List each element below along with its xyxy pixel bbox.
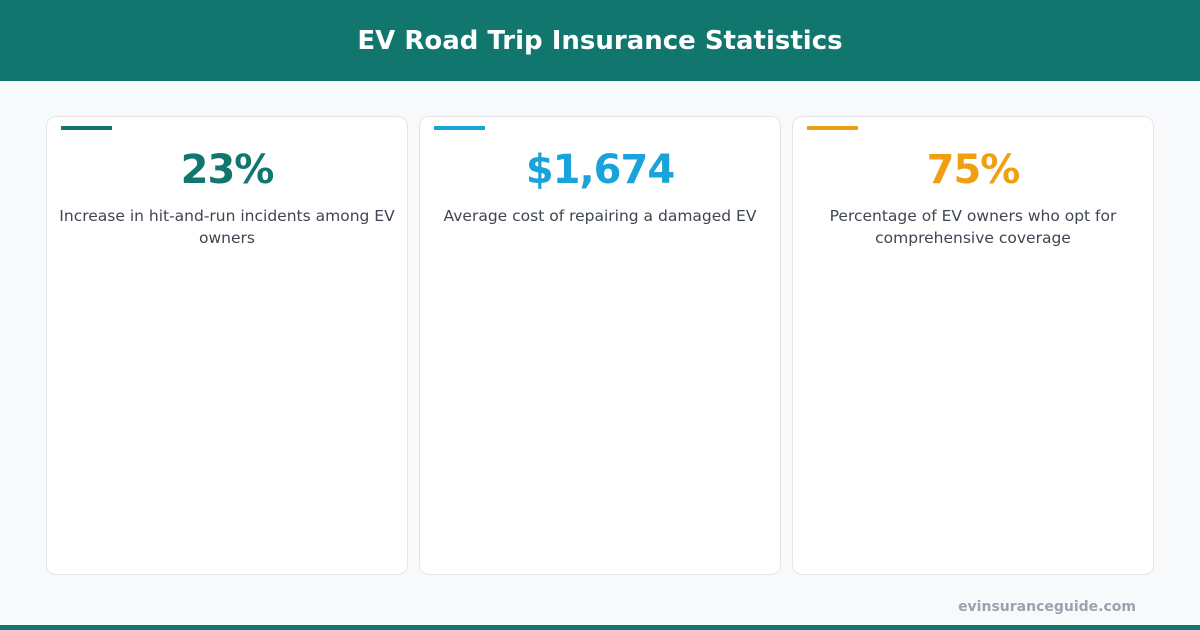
stat-value: 75% xyxy=(926,147,1021,193)
card-grid: 23% Increase in hit-and-run incidents amo… xyxy=(46,116,1154,575)
stat-card: $1,674 Average cost of repairing a damage… xyxy=(419,116,781,575)
site-url: evinsuranceguide.com xyxy=(958,599,1136,615)
accent-bar xyxy=(434,126,485,130)
stat-card: 23% Increase in hit-and-run incidents amo… xyxy=(46,116,408,575)
bottom-bar xyxy=(0,625,1200,630)
stat-description: Percentage of EV owners who opt for comp… xyxy=(829,207,1117,247)
stat-value: $1,674 xyxy=(525,147,675,193)
stat-card: 75% Percentage of EV owners who opt for c… xyxy=(792,116,1154,575)
accent-bar xyxy=(807,126,858,130)
stat-description: Increase in hit-and-run incidents among … xyxy=(59,207,395,247)
header: EV Road Trip Insurance Statistics xyxy=(0,0,1200,81)
accent-bar xyxy=(61,126,112,130)
stat-description: Average cost of repairing a damaged EV xyxy=(443,207,757,225)
title: EV Road Trip Insurance Statistics xyxy=(357,25,843,56)
stat-value: 23% xyxy=(180,147,275,193)
